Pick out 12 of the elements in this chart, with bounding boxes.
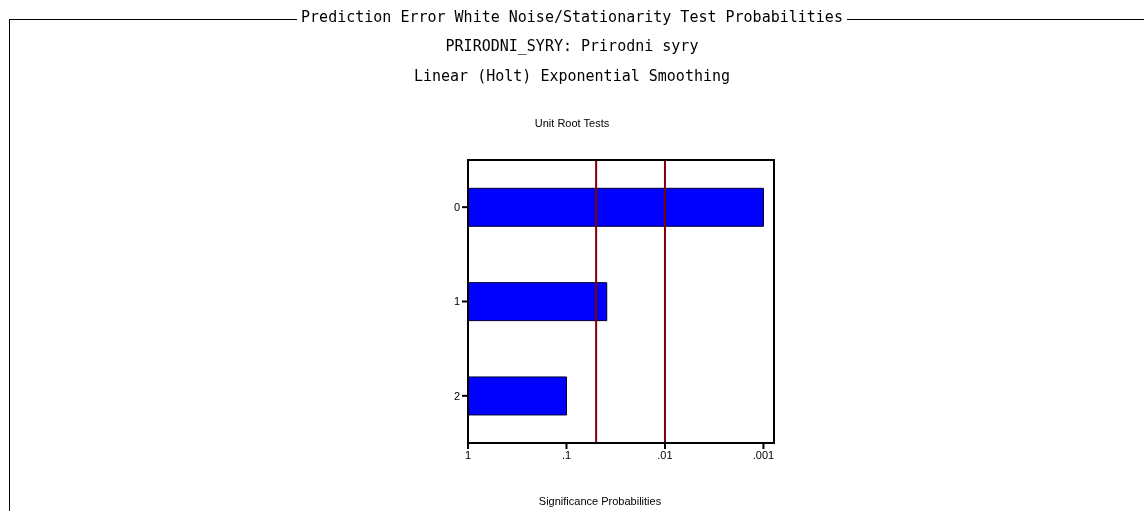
y-tick-label: 0 — [453, 201, 460, 214]
y-tick-label: 1 — [453, 295, 460, 308]
x-tick-label: .01 — [657, 448, 673, 461]
chart-title: Prediction Error White Noise/Stationarity Test Probabilities — [297, 8, 847, 26]
text: Linear (Holt) Exponential Smoothing — [412, 67, 732, 85]
x-tick-label: 1 — [464, 448, 472, 461]
x-tick-label: .1 — [561, 448, 572, 461]
y-tick-label: 2 — [453, 389, 460, 402]
x-tick-label: .001 — [752, 448, 775, 461]
chart-subtitle: PRIRODNI_SYRY: Prirodni syry — [444, 37, 700, 55]
text: Unit Root Tests — [533, 117, 611, 129]
x-axis-title: Significance Probabilities — [538, 495, 662, 507]
